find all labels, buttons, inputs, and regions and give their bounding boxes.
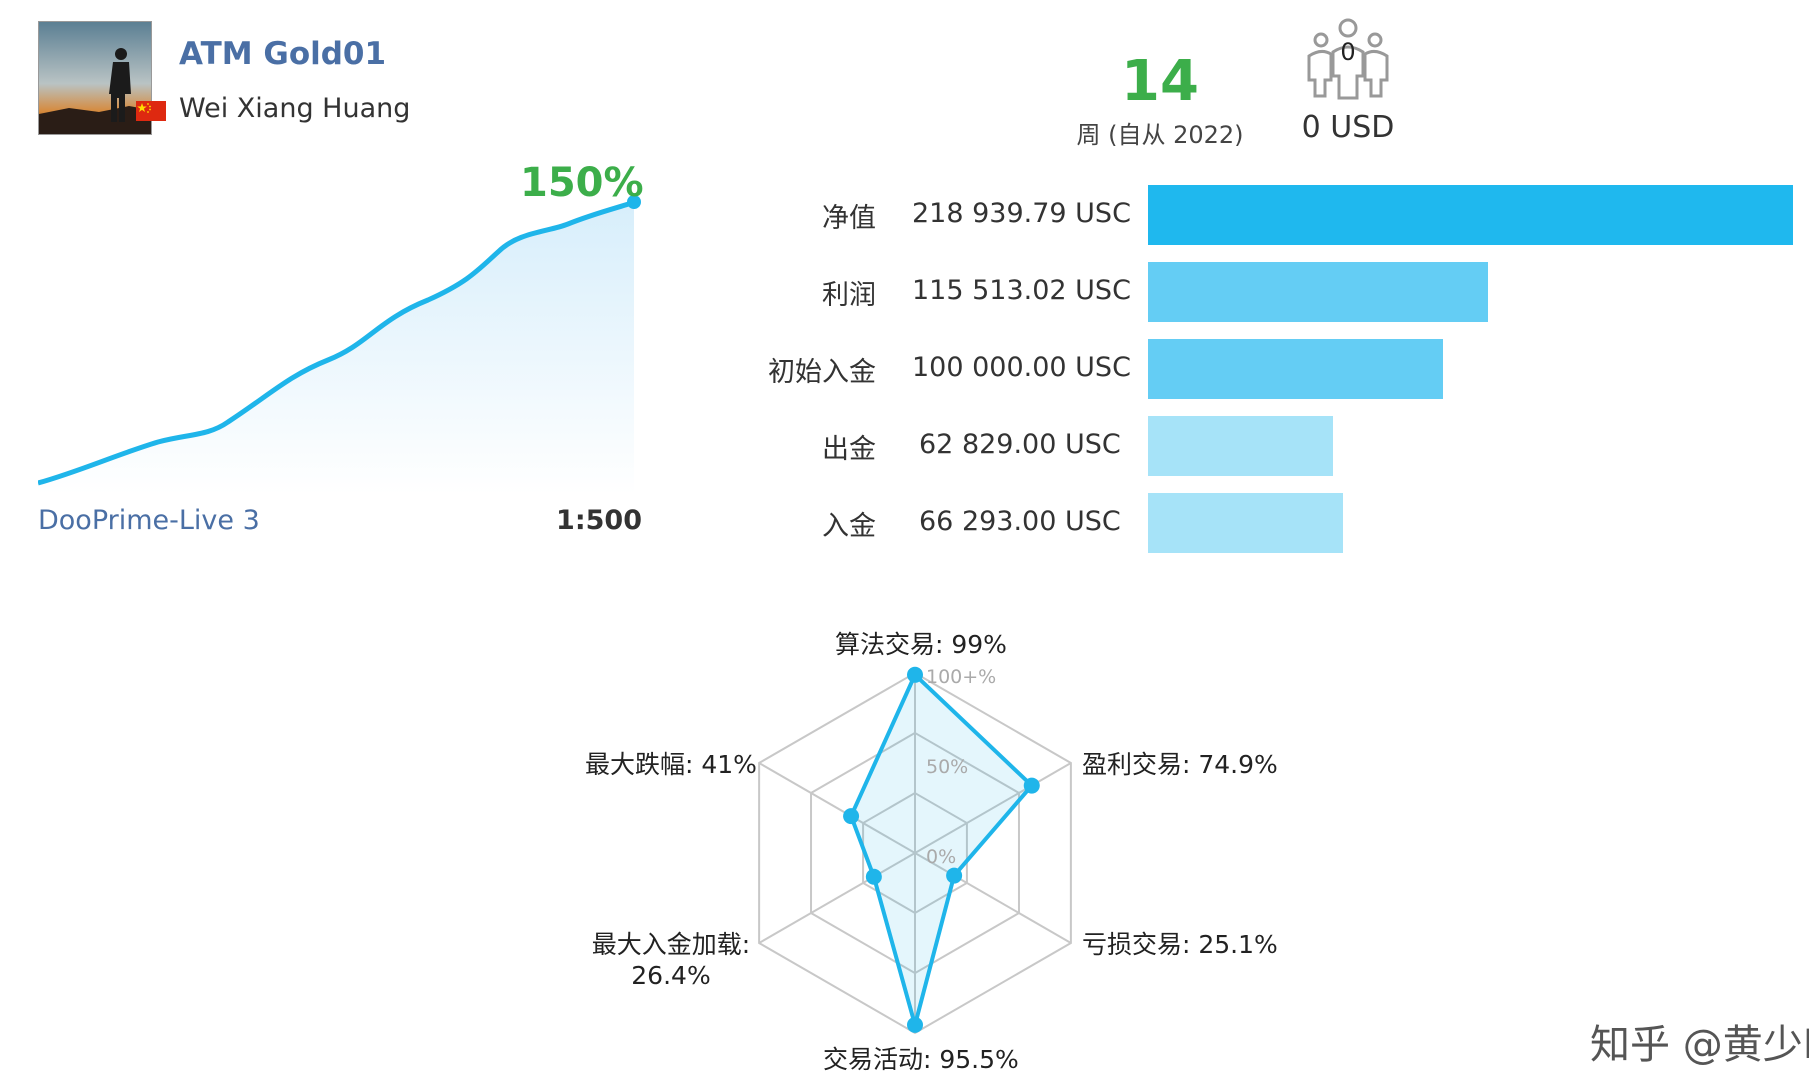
radar-point[interactable] <box>946 867 963 884</box>
stat-label-equity: 净值 <box>822 203 876 234</box>
radar-label-algo-trading: 算法交易: 99% <box>835 630 1007 659</box>
growth-line <box>38 199 636 486</box>
avatar[interactable] <box>38 21 152 135</box>
radar-point[interactable] <box>1023 777 1040 794</box>
stat-value-equity: 218 939.79 USC <box>912 198 1131 229</box>
radar-points <box>843 666 1040 1033</box>
radar-point[interactable] <box>907 1016 923 1033</box>
stat-value-profit: 115 513.02 USC <box>912 275 1131 306</box>
stat-bar-deposits[interactable] <box>1148 493 1343 553</box>
radar-scale-label-100: 100+% <box>926 666 996 688</box>
radar-label-trading-activity: 交易活动: 95.5% <box>823 1045 1019 1074</box>
stat-label-withdrawals: 出金 <box>822 434 876 465</box>
stat-bar-withdrawals[interactable] <box>1148 416 1333 476</box>
owner-name[interactable]: Wei Xiang Huang <box>179 93 411 124</box>
server-name[interactable]: DooPrime-Live 3 <box>38 505 260 536</box>
radar-spoke <box>758 852 916 944</box>
stat-value-deposits: 66 293.00 USC <box>919 506 1121 537</box>
watermark: 知乎 @黄少EA <box>1590 1022 1809 1068</box>
radar-label-max-deposit-load-line2: 26.4% <box>631 961 711 990</box>
weeks-count: 14 <box>1121 49 1199 114</box>
radar-ring-3 <box>758 671 1072 1035</box>
account-name[interactable]: ATM Gold01 <box>179 36 387 72</box>
leverage: 1:500 <box>556 505 642 536</box>
radar-label-loss-trades: 亏损交易: 25.1% <box>1082 930 1278 959</box>
radar-spoke <box>758 762 916 854</box>
stat-value-withdrawals: 62 829.00 USC <box>919 429 1121 460</box>
stat-label-deposits: 入金 <box>822 511 876 542</box>
radar-spoke <box>914 852 1072 944</box>
growth-chart[interactable] <box>38 160 653 495</box>
subscribers-count: 0 <box>1340 38 1356 66</box>
stat-label-profit: 利润 <box>822 280 876 311</box>
radar-point[interactable] <box>907 666 923 683</box>
radar-spoke <box>914 762 1072 854</box>
growth-percent: 150% <box>520 160 644 206</box>
stat-bar-initial-deposit[interactable] <box>1148 339 1443 399</box>
radar-scale-label-0: 0% <box>926 846 956 868</box>
radar-label-max-deposit-load: 最大入金加载: 26.4% <box>586 925 756 990</box>
radar-label-profit-trades: 盈利交易: 74.9% <box>1082 750 1278 779</box>
radar-ring-1 <box>862 791 968 915</box>
growth-endpoint[interactable] <box>627 195 641 209</box>
radar-scale-label-50: 50% <box>926 756 968 778</box>
subscribers-icon[interactable] <box>1305 18 1391 100</box>
stat-bar-profit[interactable] <box>1148 262 1488 322</box>
radar-label-max-deposit-load-line1: 最大入金加载: <box>591 930 751 959</box>
radar-grid <box>758 671 1072 1035</box>
china-flag-icon <box>136 101 166 121</box>
subscribers-value: 0 USD <box>1301 110 1395 145</box>
stat-label-initial-deposit: 初始入金 <box>768 357 876 388</box>
radar-label-max-drawdown: 最大跌幅: 41% <box>585 750 757 779</box>
radar-point[interactable] <box>843 808 860 825</box>
radar-point[interactable] <box>865 868 882 885</box>
stat-bar-equity[interactable] <box>1148 185 1793 245</box>
radar-ring-2 <box>810 731 1020 975</box>
stat-value-initial-deposit: 100 000.00 USC <box>912 352 1131 383</box>
growth-area <box>38 202 634 495</box>
radar-polygon <box>848 671 1035 1033</box>
weeks-label: 周 (自从 2022) <box>1076 121 1244 149</box>
